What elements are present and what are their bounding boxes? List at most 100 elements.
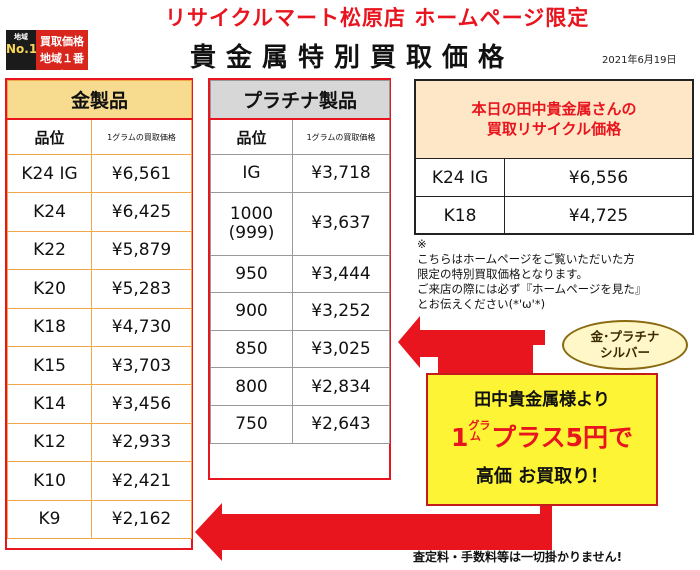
gold-col-grade: 品位 xyxy=(7,118,92,155)
platinum-table: プラチナ製品 品位 1グラムの買取価格 IG ¥3,718 1000 (999)… xyxy=(209,80,391,444)
grade-cell: 750 xyxy=(210,404,293,444)
price-cell: ¥3,718 xyxy=(291,154,391,193)
grade-cell: K24 IG xyxy=(7,153,92,194)
grade-line1: 1000 xyxy=(229,203,274,224)
table-row: K24 IG ¥6,561 xyxy=(7,153,193,194)
price-cell: ¥2,162 xyxy=(90,499,193,539)
price-cell: ¥6,556 xyxy=(568,167,629,188)
today-table: K24 IG ¥6,556 K18 ¥4,725 xyxy=(416,159,692,234)
grade-cell: K12 xyxy=(7,422,92,463)
notice-line1: こちらはホームページをご覧いただいた方 xyxy=(417,252,635,266)
grade-line2: (999) xyxy=(228,222,275,243)
grade-cell: K18 xyxy=(416,196,505,234)
grade-cell: K22 xyxy=(7,230,92,271)
price-cell: ¥2,834 xyxy=(291,367,391,406)
grade-cell: 950 xyxy=(210,254,293,294)
grade-cell: K24 IG xyxy=(416,159,505,197)
price-cell: ¥3,252 xyxy=(291,292,391,331)
table-row: 850 ¥3,025 xyxy=(210,329,391,369)
table-row: K24 IG ¥6,556 xyxy=(416,159,692,197)
promo-line3: 高価 お買取り！ xyxy=(475,466,609,487)
notice-text: ※ こちらはホームページをご覧いただいた方 限定の特別買取価格となります。 ご来… xyxy=(417,237,697,312)
price-cell: ¥3,637 xyxy=(291,191,391,256)
table-row: 900 ¥3,252 xyxy=(210,292,391,331)
grade-cell: K9 xyxy=(7,499,92,539)
grade-cell: K24 xyxy=(7,192,92,232)
table-row: K15 ¥3,703 xyxy=(7,345,193,386)
table-row: K24 ¥6,425 xyxy=(7,192,193,232)
today-price-header: 本日の田中貴金属さんの 買取リサイクル価格 xyxy=(416,81,692,159)
page-title: 貴金属特別買取価格 xyxy=(190,43,515,73)
table-row: K12 ¥2,933 xyxy=(7,422,193,463)
grade-cell: K15 xyxy=(7,345,92,386)
grade-cell: K18 xyxy=(7,307,92,347)
price-cell: ¥3,444 xyxy=(291,254,391,294)
promo-plus: プラス5円で xyxy=(491,423,634,452)
price-cell: ¥5,283 xyxy=(90,269,193,309)
promo-line2: 1グラム プラス5円で xyxy=(428,418,656,454)
price-cell: ¥2,421 xyxy=(90,461,193,501)
table-row: IG ¥3,718 xyxy=(210,154,391,193)
no1-mark: 地域 No.1 xyxy=(6,30,38,70)
table-row: K14 ¥3,456 xyxy=(7,384,193,424)
notice-mark: ※ xyxy=(417,237,427,251)
grade-cell: 800 xyxy=(210,367,293,406)
upper-arrow xyxy=(398,316,545,380)
grade-cell: 900 xyxy=(210,292,293,331)
date-label: 2021年6月19日 xyxy=(602,55,677,66)
gold-table-title: 金製品 xyxy=(6,80,193,120)
table-row: K10 ¥2,421 xyxy=(7,461,193,501)
promo-box: 田中貴金属様より 1グラム プラス5円で 高価 お買取り！ xyxy=(426,373,658,506)
today-price-box: 本日の田中貴金属さんの 買取リサイクル価格 K24 IG ¥6,556 K18 … xyxy=(414,79,694,235)
price-cell: ¥6,561 xyxy=(90,153,193,194)
badge-no1-label: No.1 xyxy=(6,42,38,56)
grade-cell: K10 xyxy=(7,461,92,501)
today-header-line1: 本日の田中貴金属さんの xyxy=(471,100,637,118)
bubble-line2: シルバー xyxy=(599,345,650,360)
badge-line2: 地域１番店 xyxy=(40,52,84,82)
table-row: K18 ¥4,730 xyxy=(7,307,193,347)
badge-line1: 買取価格 xyxy=(40,35,84,48)
grade-cell: K14 xyxy=(7,384,92,424)
price-cell: ¥2,643 xyxy=(291,404,391,444)
grade-cell: 1000 (999) xyxy=(210,191,293,256)
platinum-col-price: 1グラムの買取価格 xyxy=(291,118,391,155)
price-cell: ¥3,456 xyxy=(90,384,193,424)
table-row: 950 ¥3,444 xyxy=(210,254,391,294)
promo-line1: 田中貴金属様より xyxy=(474,390,610,410)
bubble-line1: 金･プラチナ xyxy=(590,329,660,344)
badge-small-label: 地域 xyxy=(14,33,28,41)
footer-note: 査定料・手数料等は一切掛かりません! xyxy=(413,550,623,564)
price-cell: ¥4,730 xyxy=(90,307,193,347)
table-row: K9 ¥2,162 xyxy=(7,499,193,539)
price-cell: ¥4,725 xyxy=(504,196,692,234)
grade-cell: IG xyxy=(210,154,293,193)
promo-unit-top: グラ xyxy=(468,419,491,432)
store-title: リサイクルマート松原店 ホームページ限定 xyxy=(165,6,590,30)
table-row: K20 ¥5,283 xyxy=(7,269,193,309)
platinum-table-title: プラチナ製品 xyxy=(209,80,391,120)
notice-line3: ご来店の際には必ず『ホームページを見た』 xyxy=(417,282,647,296)
table-row: K18 ¥4,725 xyxy=(416,196,692,234)
table-row: 800 ¥2,834 xyxy=(210,367,391,406)
platinum-col-grade: 品位 xyxy=(210,118,293,155)
metals-bubble: 金･プラチナ シルバー xyxy=(562,320,688,370)
notice-line4: とお伝えください(*'ω'*) xyxy=(417,297,546,311)
promo-unit: グラム xyxy=(468,420,490,443)
gold-price-table: 金製品 品位 1グラムの買取価格 K24 IG ¥6,561 K24 ¥6,42… xyxy=(5,78,193,550)
table-row: 750 ¥2,643 xyxy=(210,404,391,444)
gold-table: 金製品 品位 1グラムの買取価格 K24 IG ¥6,561 K24 ¥6,42… xyxy=(6,80,193,539)
table-row: 1000 (999) ¥3,637 xyxy=(210,191,391,256)
table-row: K22 ¥5,879 xyxy=(7,230,193,271)
gold-col-price: 1グラムの買取価格 xyxy=(90,118,193,155)
price-cell: ¥6,425 xyxy=(90,192,193,232)
platinum-price-table: プラチナ製品 品位 1グラムの買取価格 IG ¥3,718 1000 (999)… xyxy=(208,78,391,480)
notice-line2: 限定の特別買取価格となります。 xyxy=(417,267,589,281)
promo-unit-bottom: ム xyxy=(469,430,481,443)
no1-badge-logo: 地域 No.1 買取価格 地域１番店 xyxy=(6,30,88,82)
grade-cell: 850 xyxy=(210,329,293,369)
price-cell: ¥2,933 xyxy=(90,422,193,463)
price-cell: ¥3,703 xyxy=(90,345,193,386)
promo-one: 1 xyxy=(450,423,469,452)
badge-text: 買取価格 地域１番店 xyxy=(36,30,88,82)
